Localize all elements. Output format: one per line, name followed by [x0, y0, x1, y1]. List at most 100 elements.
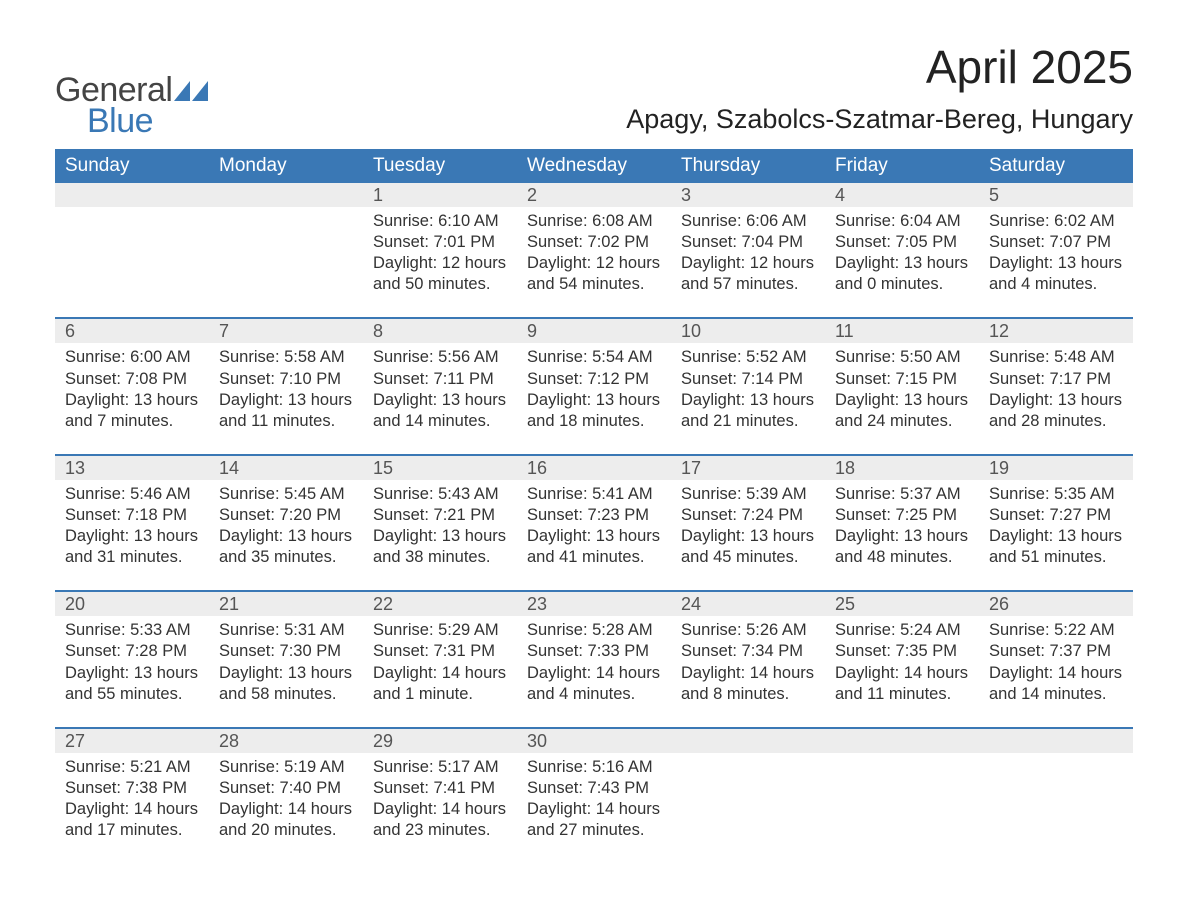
day-cell-num: 25 [825, 591, 979, 616]
day-cell-text: Sunrise: 5:56 AM Sunset: 7:11 PM Dayligh… [363, 343, 517, 454]
day-number: 9 [517, 319, 671, 343]
day-detail: Sunrise: 5:46 AM Sunset: 7:18 PM Dayligh… [55, 480, 209, 590]
day-detail: Sunrise: 6:08 AM Sunset: 7:02 PM Dayligh… [517, 207, 671, 317]
day-cell-num: 22 [363, 591, 517, 616]
day-cell-num [979, 728, 1133, 753]
day-detail: Sunrise: 5:52 AM Sunset: 7:14 PM Dayligh… [671, 343, 825, 453]
calendar-table: SundayMondayTuesdayWednesdayThursdayFrid… [55, 149, 1133, 863]
day-cell-text: Sunrise: 5:35 AM Sunset: 7:27 PM Dayligh… [979, 480, 1133, 591]
day-cell-text: Sunrise: 6:04 AM Sunset: 7:05 PM Dayligh… [825, 207, 979, 318]
day-detail: Sunrise: 5:26 AM Sunset: 7:34 PM Dayligh… [671, 616, 825, 726]
day-cell-num: 29 [363, 728, 517, 753]
day-cell-text: Sunrise: 5:50 AM Sunset: 7:15 PM Dayligh… [825, 343, 979, 454]
day-number: 26 [979, 592, 1133, 616]
day-detail [55, 207, 209, 317]
day-number: 5 [979, 183, 1133, 207]
day-detail: Sunrise: 6:02 AM Sunset: 7:07 PM Dayligh… [979, 207, 1133, 317]
day-number: 29 [363, 729, 517, 753]
day-header: Monday [209, 149, 363, 183]
day-detail: Sunrise: 5:17 AM Sunset: 7:41 PM Dayligh… [363, 753, 517, 863]
day-cell-num: 23 [517, 591, 671, 616]
day-cell-text: Sunrise: 6:08 AM Sunset: 7:02 PM Dayligh… [517, 207, 671, 318]
day-number: 22 [363, 592, 517, 616]
day-cell-text: Sunrise: 5:28 AM Sunset: 7:33 PM Dayligh… [517, 616, 671, 727]
day-cell-num: 18 [825, 455, 979, 480]
daynum-row: 13141516171819 [55, 455, 1133, 480]
day-cell-text: Sunrise: 5:21 AM Sunset: 7:38 PM Dayligh… [55, 753, 209, 863]
day-detail [825, 753, 979, 863]
day-number [55, 183, 209, 207]
day-detail: Sunrise: 5:35 AM Sunset: 7:27 PM Dayligh… [979, 480, 1133, 590]
day-number: 8 [363, 319, 517, 343]
day-detail: Sunrise: 6:06 AM Sunset: 7:04 PM Dayligh… [671, 207, 825, 317]
day-cell-text: Sunrise: 5:46 AM Sunset: 7:18 PM Dayligh… [55, 480, 209, 591]
day-cell-text: Sunrise: 6:00 AM Sunset: 7:08 PM Dayligh… [55, 343, 209, 454]
day-cell-num: 6 [55, 318, 209, 343]
day-cell-num: 8 [363, 318, 517, 343]
day-number: 10 [671, 319, 825, 343]
brand-logo: General Blue [55, 71, 208, 141]
day-cell-text: Sunrise: 6:02 AM Sunset: 7:07 PM Dayligh… [979, 207, 1133, 318]
day-detail: Sunrise: 5:48 AM Sunset: 7:17 PM Dayligh… [979, 343, 1133, 453]
day-number: 23 [517, 592, 671, 616]
day-header: Tuesday [363, 149, 517, 183]
day-detail: Sunrise: 5:29 AM Sunset: 7:31 PM Dayligh… [363, 616, 517, 726]
day-cell-num: 9 [517, 318, 671, 343]
day-number: 6 [55, 319, 209, 343]
day-number: 16 [517, 456, 671, 480]
daytext-row: Sunrise: 5:33 AM Sunset: 7:28 PM Dayligh… [55, 616, 1133, 727]
day-detail: Sunrise: 6:10 AM Sunset: 7:01 PM Dayligh… [363, 207, 517, 317]
day-header: Thursday [671, 149, 825, 183]
day-header-row: SundayMondayTuesdayWednesdayThursdayFrid… [55, 149, 1133, 183]
day-number: 14 [209, 456, 363, 480]
day-cell-num: 15 [363, 455, 517, 480]
day-cell-num: 30 [517, 728, 671, 753]
day-number: 4 [825, 183, 979, 207]
day-cell-text: Sunrise: 5:19 AM Sunset: 7:40 PM Dayligh… [209, 753, 363, 863]
day-number: 27 [55, 729, 209, 753]
day-cell-num: 28 [209, 728, 363, 753]
day-cell-num: 2 [517, 183, 671, 207]
daytext-row: Sunrise: 5:21 AM Sunset: 7:38 PM Dayligh… [55, 753, 1133, 863]
day-header: Wednesday [517, 149, 671, 183]
day-cell-text: Sunrise: 6:10 AM Sunset: 7:01 PM Dayligh… [363, 207, 517, 318]
day-number: 19 [979, 456, 1133, 480]
day-detail: Sunrise: 5:16 AM Sunset: 7:43 PM Dayligh… [517, 753, 671, 863]
day-detail: Sunrise: 5:24 AM Sunset: 7:35 PM Dayligh… [825, 616, 979, 726]
day-cell-text: Sunrise: 5:29 AM Sunset: 7:31 PM Dayligh… [363, 616, 517, 727]
day-detail [209, 207, 363, 317]
day-number: 15 [363, 456, 517, 480]
day-cell-text [671, 753, 825, 863]
day-detail: Sunrise: 5:37 AM Sunset: 7:25 PM Dayligh… [825, 480, 979, 590]
day-cell-num [825, 728, 979, 753]
day-cell-text [825, 753, 979, 863]
day-number: 2 [517, 183, 671, 207]
day-cell-text [55, 207, 209, 318]
daynum-row: 6789101112 [55, 318, 1133, 343]
day-detail: Sunrise: 5:19 AM Sunset: 7:40 PM Dayligh… [209, 753, 363, 863]
day-cell-num: 3 [671, 183, 825, 207]
day-cell-num: 4 [825, 183, 979, 207]
daynum-row: 12345 [55, 183, 1133, 207]
day-number: 13 [55, 456, 209, 480]
day-detail: Sunrise: 5:43 AM Sunset: 7:21 PM Dayligh… [363, 480, 517, 590]
day-cell-num: 1 [363, 183, 517, 207]
day-number: 11 [825, 319, 979, 343]
day-number: 3 [671, 183, 825, 207]
calendar-body: 12345Sunrise: 6:10 AM Sunset: 7:01 PM Da… [55, 183, 1133, 863]
day-cell-text: Sunrise: 5:31 AM Sunset: 7:30 PM Dayligh… [209, 616, 363, 727]
day-number: 17 [671, 456, 825, 480]
day-cell-text [209, 207, 363, 318]
daytext-row: Sunrise: 5:46 AM Sunset: 7:18 PM Dayligh… [55, 480, 1133, 591]
logo-flag-icon [174, 81, 208, 101]
day-cell-text: Sunrise: 5:45 AM Sunset: 7:20 PM Dayligh… [209, 480, 363, 591]
day-cell-num: 12 [979, 318, 1133, 343]
day-header: Sunday [55, 149, 209, 183]
day-cell-num: 17 [671, 455, 825, 480]
day-cell-num: 14 [209, 455, 363, 480]
day-detail [671, 753, 825, 863]
day-detail [979, 753, 1133, 863]
day-cell-text: Sunrise: 5:52 AM Sunset: 7:14 PM Dayligh… [671, 343, 825, 454]
day-cell-num: 13 [55, 455, 209, 480]
day-cell-num: 27 [55, 728, 209, 753]
